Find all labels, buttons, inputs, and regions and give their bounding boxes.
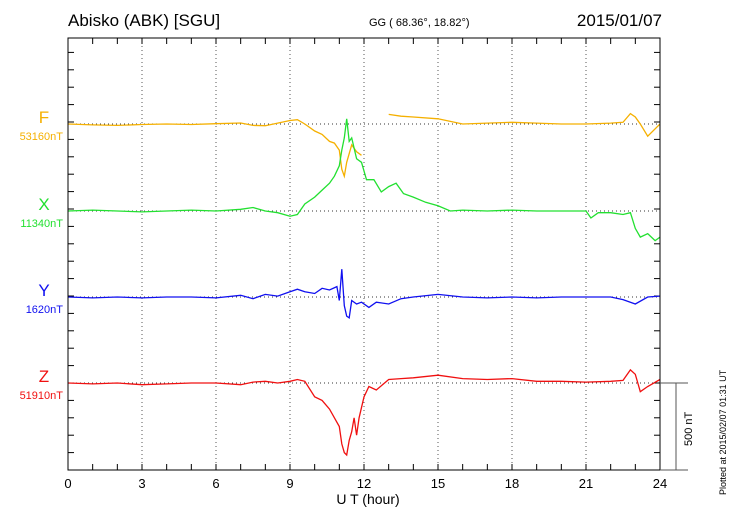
series-name-x: X [38, 195, 49, 214]
series-name-z: Z [39, 367, 49, 386]
x-tick-label: 3 [138, 476, 145, 491]
plot-frame [67, 37, 661, 471]
date-label: 2015/01/07 [577, 11, 662, 30]
series-baseline-z: 51910nT [20, 390, 64, 402]
series-line-y [67, 269, 661, 320]
x-tick-label: 0 [64, 476, 71, 491]
scale-bar-label: 500 nT [683, 411, 695, 446]
x-tick-label: 15 [431, 476, 445, 491]
series-baseline-f: 53160nT [20, 131, 64, 143]
series-baseline-x: 11340nT [20, 218, 63, 230]
series-name-f: F [39, 108, 49, 127]
x-tick-label: 21 [579, 476, 593, 491]
series-line-f [67, 112, 661, 179]
station-title: Abisko (ABK) [SGU] [68, 11, 220, 30]
x-tick-label: 6 [212, 476, 219, 491]
series-baseline-y: 1620nT [26, 304, 64, 316]
x-tick-label: 12 [357, 476, 371, 491]
x-tick-label: 24 [653, 476, 667, 491]
footer-plotted-at: Plotted at 2015/02/07 01:31 UT [718, 369, 728, 495]
series-name-y: Y [38, 281, 49, 300]
x-axis-label: U T (hour) [336, 491, 399, 507]
series-line-z [67, 368, 661, 457]
x-tick-label: 18 [505, 476, 519, 491]
x-tick-label: 9 [286, 476, 293, 491]
series-line-x [67, 118, 661, 242]
scale-bar: 500 nT [660, 382, 695, 471]
coordinates-label: GG ( 68.36°, 18.82°) [369, 17, 470, 29]
